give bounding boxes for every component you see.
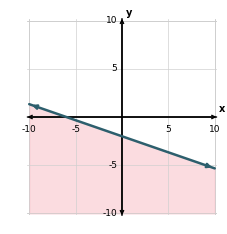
Text: 10: 10 — [105, 16, 117, 25]
Text: -5: -5 — [108, 161, 117, 170]
Text: 5: 5 — [111, 64, 117, 73]
Text: x: x — [218, 104, 224, 114]
Text: -5: -5 — [71, 125, 80, 134]
Text: -10: -10 — [102, 209, 117, 218]
Text: 10: 10 — [208, 125, 220, 134]
Text: 5: 5 — [165, 125, 170, 134]
Text: y: y — [125, 8, 131, 18]
Text: -10: -10 — [22, 125, 36, 134]
